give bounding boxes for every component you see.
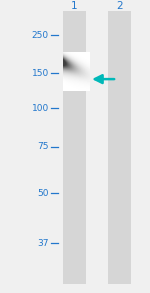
Text: 2: 2 [116,1,123,11]
Text: 50: 50 [37,189,49,198]
Text: 150: 150 [32,69,49,78]
Text: 1: 1 [71,1,78,11]
Text: 100: 100 [32,104,49,113]
Text: 250: 250 [32,31,49,40]
Text: 75: 75 [37,142,49,151]
Text: 37: 37 [37,239,49,248]
